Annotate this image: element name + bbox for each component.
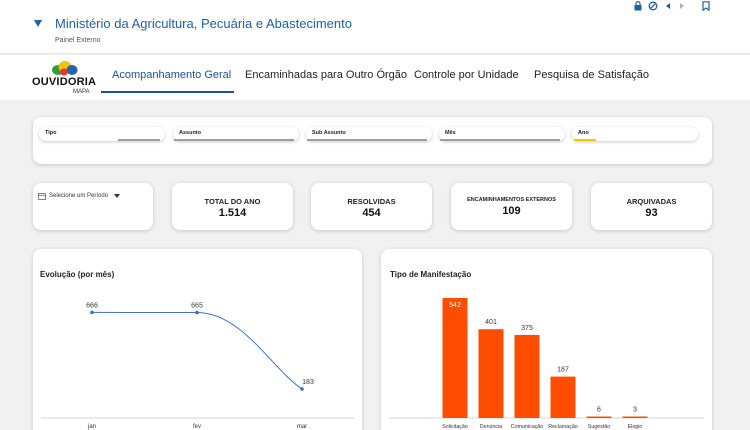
filter-assunto[interactable]: Assunto (173, 127, 299, 141)
bar-chart: 542 Solicitação 401 Denúncia 375 Comunicação 1… (389, 298, 704, 430)
data-label: 542 (449, 302, 461, 309)
filters-panel: Tipo Assunto Sub Assunto Mês Ano (33, 117, 712, 164)
dropdown-caret-icon (114, 194, 121, 198)
x-tick-label: Reclamação (548, 424, 577, 430)
filter-tipo[interactable]: Tipo (39, 127, 165, 141)
page-subtitle: Painel Externo (55, 37, 101, 44)
collapse-caret-icon[interactable] (34, 20, 42, 27)
kpi-value: 454 (362, 207, 381, 219)
filter-label: Mês (445, 130, 456, 136)
kpi-value: 93 (645, 207, 658, 219)
bookmark-icon[interactable] (702, 1, 710, 11)
lock-icon[interactable] (634, 1, 642, 11)
data-point (195, 310, 199, 315)
kpi-resolvidas: RESOLVIDAS 454 (311, 183, 432, 230)
kpi-total-ano: TOTAL DO ANO 1.514 (172, 183, 293, 230)
filter-ano[interactable]: Ano (572, 127, 698, 141)
calendar-icon (38, 193, 46, 200)
kpi-title: ENCAMINHAMENTOS EXTERNOS (467, 197, 556, 203)
bar (550, 376, 576, 418)
kpi-encaminhamentos-externos: ENCAMINHAMENTOS EXTERNOS 109 (451, 183, 572, 230)
x-tick-label: fev (193, 424, 201, 430)
line-chart: 666 jan 665 fev 183 mar (41, 302, 354, 430)
tab-encaminhadas[interactable]: Encaminhadas para Outro Órgão (245, 69, 408, 81)
period-selector[interactable]: Selecione um Período (38, 192, 121, 200)
prev-icon[interactable] (664, 1, 672, 11)
x-tick-label: Elogio (628, 424, 643, 430)
filter-underline (440, 139, 560, 141)
kpi-value: 1.514 (218, 207, 247, 219)
data-label: 375 (521, 325, 533, 332)
filter-label: Sub Assunto (312, 130, 346, 136)
bar (478, 329, 504, 418)
bar (622, 416, 648, 418)
bar (586, 416, 612, 418)
kpi-title: ARQUIVADAS (626, 197, 677, 206)
page-title: Ministério da Agricultura, Pecuária e Ab… (55, 16, 352, 31)
data-label: 187 (557, 367, 569, 374)
evolution-chart-card: Evolução (por mês) 666 jan 665 fev 183 mar (33, 249, 362, 430)
series-line (91, 311, 303, 390)
tab-controle-unidade[interactable]: Controle por Unidade (414, 69, 519, 81)
data-label: 183 (302, 379, 314, 386)
filter-underline (174, 139, 294, 141)
ouvidoria-logo: OUVIDORIA MAPA (32, 60, 97, 96)
chart-title: Evolução (por mês) (40, 270, 115, 279)
data-label: 3 (633, 407, 637, 414)
next-icon[interactable] (678, 1, 686, 11)
filter-sub-assunto[interactable]: Sub Assunto (306, 127, 432, 141)
filter-mes[interactable]: Mês (439, 127, 565, 141)
data-label: 6 (597, 407, 601, 414)
kpi-title: RESOLVIDAS (347, 197, 396, 206)
logo-text: OUVIDORIA (32, 76, 97, 88)
navigation-bar: OUVIDORIA MAPA Acompanhamento Geral Enca… (0, 55, 750, 100)
x-tick-label: Solicitação (442, 424, 468, 430)
data-point (300, 387, 304, 391)
data-label: 401 (485, 319, 497, 326)
filter-underline (307, 139, 427, 141)
tab-acompanhamento-geral[interactable]: Acompanhamento Geral (112, 69, 232, 81)
period-selector-card: Selecione um Período (33, 183, 153, 230)
period-selector-label: Selecione um Período (49, 193, 109, 199)
data-point (90, 310, 94, 315)
x-tick-label: Comunicação (511, 424, 543, 430)
manifestation-type-chart-card: Tipo de Manifestação 542 Solicitação 401 De… (381, 249, 712, 430)
bar (442, 298, 468, 418)
bar (514, 334, 540, 418)
kpi-title: TOTAL DO ANO (204, 197, 261, 206)
x-tick-label: Denúncia (480, 424, 502, 430)
report-toolbar (634, 1, 710, 11)
x-tick-label: Sugestão (588, 424, 610, 430)
filter-label: Tipo (45, 130, 57, 136)
kpi-arquivadas: ARQUIVADAS 93 (591, 183, 712, 230)
x-tick-label: jan (87, 424, 96, 430)
filter-label: Ano (578, 130, 589, 136)
kpi-value: 109 (502, 205, 521, 217)
active-tab-indicator (101, 91, 234, 93)
chart-title: Tipo de Manifestação (390, 270, 472, 279)
logo-mark-icon (52, 61, 78, 76)
data-label: 665 (191, 303, 203, 310)
logo-subtext: MAPA (73, 89, 90, 95)
filter-label: Assunto (179, 130, 201, 136)
tab-pesquisa-satisfacao[interactable]: Pesquisa de Satisfação (534, 69, 649, 81)
top-bar: Ministério da Agricultura, Pecuária e Ab… (0, 0, 750, 54)
filter-underline (574, 139, 596, 141)
block-icon[interactable] (648, 1, 658, 11)
data-label: 666 (86, 302, 98, 309)
x-tick-label: mar (297, 424, 307, 430)
filter-underline (118, 139, 160, 141)
